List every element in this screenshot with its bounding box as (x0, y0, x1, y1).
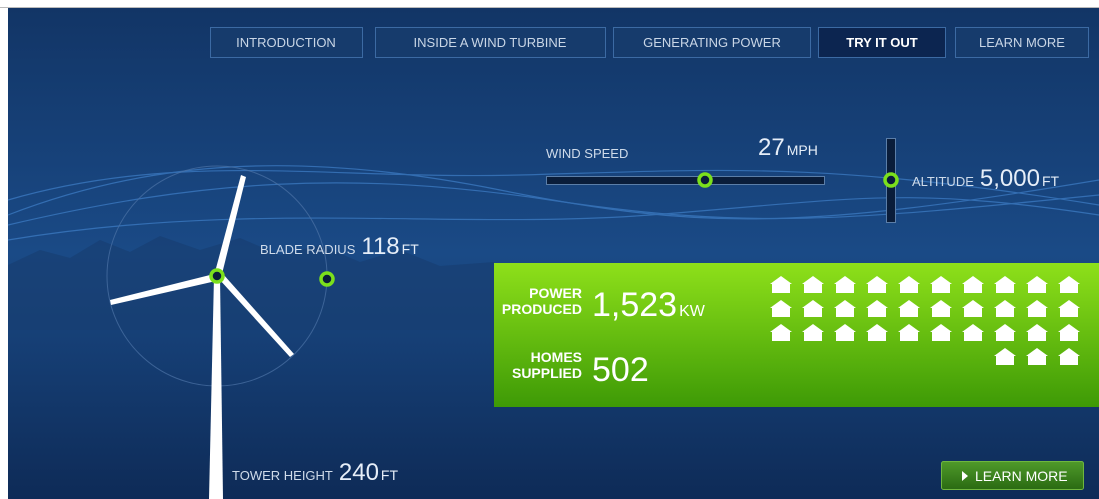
nav-label[interactable]: GENERATING POWER (643, 35, 781, 50)
altitude-label: ALTITUDE (912, 174, 974, 189)
hub-knob[interactable] (211, 270, 223, 282)
nav-item[interactable]: GENERATING POWER (614, 28, 811, 58)
power-label: PRODUCED (502, 301, 582, 317)
blade-radius-value: 118 (361, 233, 399, 260)
tower-height-value: 240 (339, 459, 379, 486)
wind-speed-knob[interactable] (699, 174, 711, 186)
app: INTRODUCTION INSIDE A WIND TURBINE GENER… (0, 0, 1099, 499)
wind-speed-label: WIND SPEED (546, 146, 628, 161)
nav-bar: INTRODUCTION INSIDE A WIND TURBINE GENER… (211, 28, 1089, 58)
altitude-value: 5,000 (980, 165, 1040, 192)
nav-label[interactable]: INTRODUCTION (236, 35, 336, 50)
wind-speed-track[interactable] (547, 177, 825, 185)
nav-label[interactable]: TRY IT OUT (846, 35, 918, 50)
top-strip (0, 0, 1099, 8)
nav-item[interactable]: INTRODUCTION (211, 28, 363, 58)
tower-height-unit: FT (381, 467, 399, 483)
nav-item-active[interactable]: TRY IT OUT (819, 28, 946, 58)
nav-label[interactable]: LEARN MORE (979, 35, 1065, 50)
blade-radius-label: BLADE RADIUS (260, 242, 356, 257)
power-unit: KW (679, 303, 706, 320)
blade-radius-knob[interactable] (321, 273, 333, 285)
altitude-unit: FT (1042, 173, 1060, 189)
power-label: POWER (529, 285, 582, 301)
power-value: 1,523 (592, 286, 677, 324)
nav-item[interactable]: LEARN MORE (956, 28, 1089, 58)
button-label[interactable]: LEARN MORE (975, 468, 1068, 484)
wind-speed-unit: MPH (787, 142, 818, 158)
wind-speed-value: 27 (758, 134, 785, 161)
nav-label[interactable]: INSIDE A WIND TURBINE (414, 35, 567, 50)
blade-radius-unit: FT (402, 241, 420, 257)
nav-item[interactable]: INSIDE A WIND TURBINE (376, 28, 606, 58)
page: {"nav": ["INTRODUCTION", "INSIDE A WIND … (0, 0, 1099, 499)
learn-more-button[interactable]: LEARN MORE (942, 462, 1084, 490)
homes-label: HOMES (531, 349, 582, 365)
tower-height-label: TOWER HEIGHT (232, 468, 333, 483)
homes-label: SUPPLIED (512, 365, 582, 381)
altitude-knob[interactable] (885, 174, 897, 186)
homes-value: 502 (592, 351, 649, 389)
